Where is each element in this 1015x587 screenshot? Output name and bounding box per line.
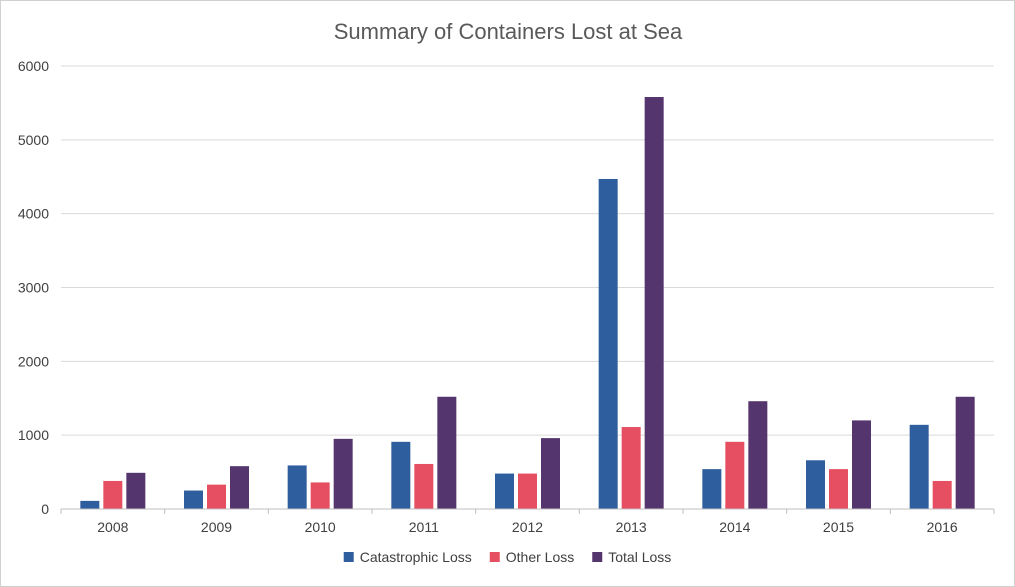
bar-other-loss-2016 (932, 480, 952, 509)
x-tick-label: 2016 (927, 519, 958, 535)
bar-catastrophic-loss-2015 (806, 460, 825, 509)
gridlines (61, 65, 994, 436)
bar-total-loss-2009 (230, 466, 249, 509)
x-tick-label: 2012 (512, 519, 543, 535)
legend-label-catastrophic-loss: Catastrophic Loss (360, 549, 472, 565)
bar-total-loss-2016 (955, 396, 975, 509)
x-tick-label: 2010 (305, 519, 336, 535)
x-tick-label: 2009 (201, 519, 232, 535)
legend-label-other-loss: Other Loss (506, 549, 574, 565)
y-tick-label: 4000 (18, 206, 49, 222)
bar-total-loss-2015 (852, 420, 871, 509)
legend: Catastrophic Loss Other Loss Total Loss (343, 549, 671, 565)
bar-total-loss-2011 (437, 396, 457, 509)
bar-catastrophic-loss-2016 (909, 424, 929, 509)
bar-other-loss-2012 (518, 473, 537, 509)
legend-swatch-catastrophic-loss (343, 552, 354, 562)
x-tick-label: 2015 (823, 519, 854, 535)
legend-swatch-total-loss (592, 552, 603, 562)
bar-other-loss-2010 (310, 482, 330, 509)
y-tick-label: 6000 (18, 58, 49, 74)
legend-label-total-loss: Total Loss (608, 549, 671, 565)
bar-catastrophic-loss-2014 (702, 469, 722, 509)
bar-other-loss-2015 (829, 469, 848, 509)
bar-catastrophic-loss-2011 (391, 441, 411, 509)
bar-catastrophic-loss-2008 (80, 500, 100, 509)
x-tick-label: 2008 (97, 519, 128, 535)
legend-swatch-other-loss (489, 552, 500, 562)
bar-catastrophic-loss-2009 (184, 490, 203, 509)
bar-total-loss-2013 (644, 97, 664, 509)
bar-total-loss-2008 (126, 472, 146, 509)
y-tick-label: 1000 (18, 427, 49, 443)
x-axis: 2008 2009 2010 2011 2012 2013 2014 2015 2016 (60, 508, 995, 535)
x-tick-label: 2011 (409, 519, 439, 535)
bar-catastrophic-loss-2013 (598, 178, 618, 509)
bar-catastrophic-loss-2012 (495, 473, 514, 509)
y-tick-label: 3000 (18, 280, 49, 296)
bar-total-loss-2010 (333, 438, 353, 509)
bar-total-loss-2012 (541, 438, 560, 509)
y-tick-label: 2000 (18, 353, 49, 369)
bar-catastrophic-loss-2010 (287, 465, 307, 509)
bar-total-loss-2014 (748, 401, 768, 509)
bars (80, 97, 975, 509)
y-axis: 0 1000 2000 3000 4000 5000 6000 (18, 58, 49, 517)
chart-title: Summary of Containers Lost at Sea (334, 19, 683, 44)
y-tick-label: 5000 (18, 132, 49, 148)
bar-other-loss-2008 (103, 480, 123, 509)
x-tick-label: 2014 (719, 519, 750, 535)
bar-other-loss-2014 (725, 441, 745, 509)
y-tick-label: 0 (41, 501, 49, 517)
bar-other-loss-2009 (207, 484, 226, 509)
bar-other-loss-2013 (621, 427, 641, 509)
x-tick-label: 2013 (616, 519, 647, 535)
bar-other-loss-2011 (414, 463, 434, 509)
